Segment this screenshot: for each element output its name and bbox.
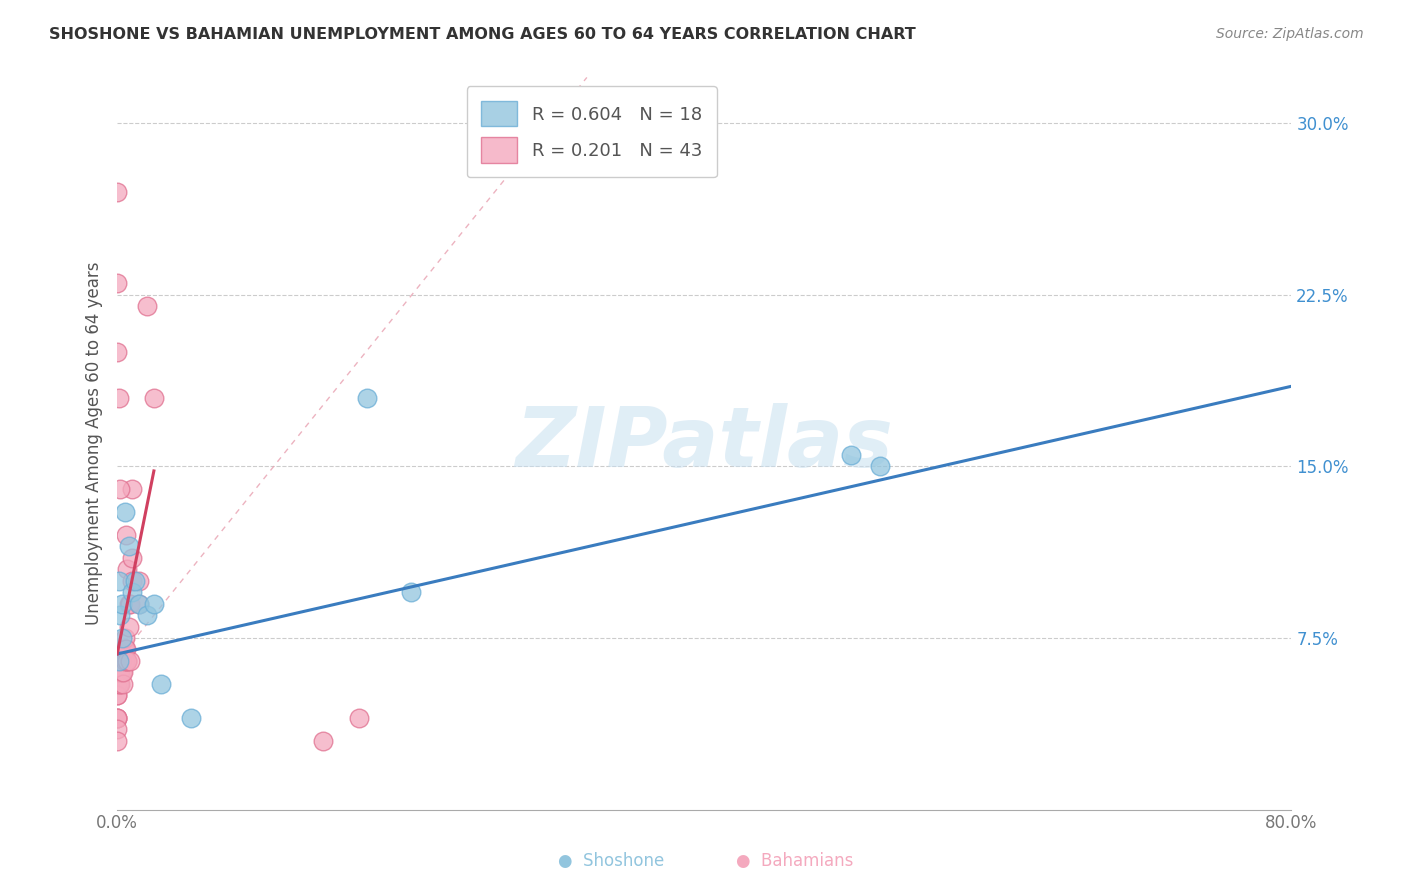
Point: [105, 688, 128, 702]
Point: [118, 597, 141, 611]
Point: [107, 654, 129, 668]
Point: [118, 619, 141, 633]
Point: [142, 391, 165, 405]
Point: [108, 665, 131, 680]
Point: [121, 585, 143, 599]
Point: [105, 676, 128, 690]
Point: [114, 654, 136, 668]
Point: [120, 654, 142, 668]
Point: [108, 676, 131, 690]
Point: [135, 608, 157, 623]
Point: [349, 711, 371, 725]
Point: [114, 505, 136, 519]
Text: ●  Bahamians: ● Bahamians: [735, 852, 853, 870]
Point: [121, 574, 143, 588]
Point: [311, 734, 333, 748]
Text: ●  Shoshone: ● Shoshone: [558, 852, 665, 870]
Point: [118, 540, 141, 554]
Point: [121, 482, 143, 496]
Point: [107, 676, 129, 690]
Y-axis label: Unemployment Among Ages 60 to 64 years: Unemployment Among Ages 60 to 64 years: [86, 261, 103, 625]
Point: [180, 711, 202, 725]
Point: [869, 459, 891, 474]
Point: [112, 665, 135, 680]
Point: [105, 711, 128, 725]
Point: [105, 711, 128, 725]
Point: [150, 676, 173, 690]
Point: [110, 665, 132, 680]
Point: [839, 448, 862, 462]
Point: [108, 482, 131, 496]
Point: [110, 597, 132, 611]
Text: SHOSHONE VS BAHAMIAN UNEMPLOYMENT AMONG AGES 60 TO 64 YEARS CORRELATION CHART: SHOSHONE VS BAHAMIAN UNEMPLOYMENT AMONG …: [49, 27, 915, 42]
Point: [105, 277, 128, 291]
Point: [114, 642, 136, 657]
Point: [105, 185, 128, 199]
Point: [128, 597, 150, 611]
Point: [107, 665, 129, 680]
Point: [105, 654, 128, 668]
Point: [105, 711, 128, 725]
Point: [128, 597, 150, 611]
Point: [117, 654, 139, 668]
Point: [121, 550, 143, 565]
Point: [120, 597, 142, 611]
Point: [107, 391, 129, 405]
Point: [124, 574, 146, 588]
Legend: R = 0.604   N = 18, R = 0.201   N = 43: R = 0.604 N = 18, R = 0.201 N = 43: [467, 87, 717, 178]
Point: [117, 654, 139, 668]
Point: [105, 642, 128, 657]
Point: [114, 631, 136, 645]
Point: [110, 654, 132, 668]
Point: [107, 574, 129, 588]
Point: [135, 299, 157, 313]
Point: [128, 574, 150, 588]
Point: [115, 642, 138, 657]
Point: [356, 391, 378, 405]
Point: [112, 676, 135, 690]
Point: [110, 631, 132, 645]
Point: [108, 642, 131, 657]
Point: [108, 608, 131, 623]
Point: [114, 642, 136, 657]
Point: [105, 688, 128, 702]
Point: [399, 585, 422, 599]
Point: [105, 734, 128, 748]
Text: Source: ZipAtlas.com: Source: ZipAtlas.com: [1216, 27, 1364, 41]
Point: [115, 528, 138, 542]
Point: [142, 597, 165, 611]
Text: ZIPatlas: ZIPatlas: [516, 403, 893, 484]
Point: [105, 345, 128, 359]
Point: [107, 654, 129, 668]
Point: [105, 723, 128, 737]
Point: [108, 642, 131, 657]
Point: [117, 562, 139, 576]
